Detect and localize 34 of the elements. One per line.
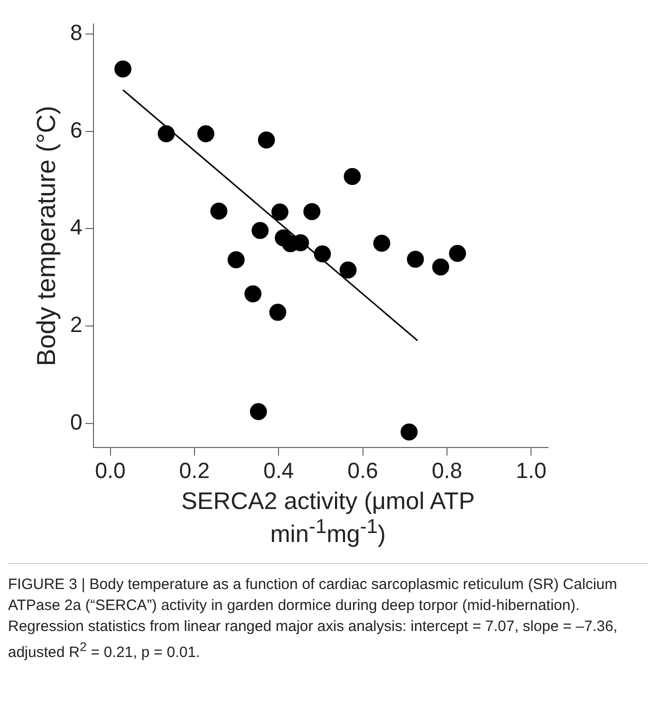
point: [114, 60, 132, 78]
point: [250, 403, 267, 420]
point: [228, 251, 245, 268]
x-tick-label: 0.0: [94, 458, 126, 483]
point: [449, 244, 466, 262]
point: [258, 132, 275, 149]
x-axis-title: SERCA2 activity (μmol ATP min$^{-1}$mg$^{-1}$): [180, 488, 476, 549]
y-tick-label: 4: [70, 214, 82, 240]
x-tick-label: 0.8: [432, 458, 462, 483]
x-tick-label: 1.0: [516, 458, 546, 483]
x-tick-label: 0.2: [179, 458, 210, 483]
point: [244, 285, 262, 302]
point: [252, 222, 269, 240]
point: [432, 258, 450, 276]
x-tick-label: 0.4: [263, 458, 294, 483]
y-tick-label: 8: [70, 20, 82, 45]
y-tick-label: 2: [70, 312, 82, 337]
point: [344, 168, 361, 186]
point: [269, 304, 286, 321]
point: [340, 261, 357, 278]
point: [400, 424, 418, 441]
y-tick-label: 0: [70, 409, 82, 434]
caption: FIGURE 3 | Body temperature as a function of cardiac sarcoplasmic reticulum (SR) Calcium ATPase 2a (“SERCA”) activity in garden dormice during deep torpor (mid-hibernation). Regression statistics from linear ranged major axis analysis: intercept = 7.07, slope = –7.36, adjusted R$^{2}$ = 0.21, p = 0.01.: [8, 563, 648, 663]
point: [197, 125, 214, 142]
y-tick-label: 6: [70, 117, 82, 142]
y-axis-title: Body temperature (°C): [30, 106, 61, 366]
point: [271, 204, 288, 221]
point: [314, 245, 331, 262]
point: [210, 202, 228, 220]
x-tick-label: 0.6: [348, 458, 378, 483]
point: [303, 203, 320, 220]
point: [373, 234, 390, 252]
point: [406, 250, 424, 268]
point: [158, 125, 175, 142]
